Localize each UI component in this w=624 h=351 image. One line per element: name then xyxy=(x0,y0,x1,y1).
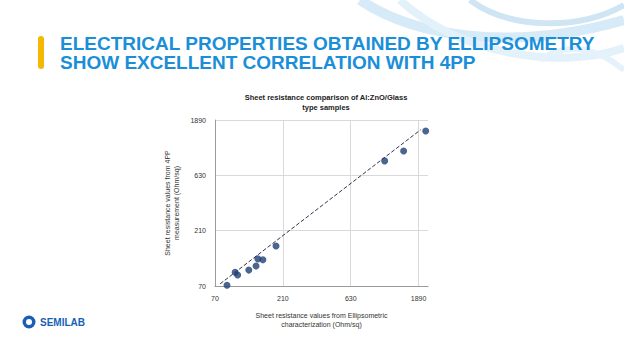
html-text:SHOW EXCELLENT CORRELATION WIT: SHOW EXCELLENT CORRELATION WITH 4PP xyxy=(60,52,476,73)
svg-text:Sheet resistance values from E: Sheet resistance values from Ellipsometr… xyxy=(256,312,388,320)
svg-text:1890: 1890 xyxy=(190,117,206,124)
svg-text:630: 630 xyxy=(194,172,206,179)
svg-text:70: 70 xyxy=(211,295,219,302)
svg-text:measurement (Ohm/sq): measurement (Ohm/sq) xyxy=(173,166,181,240)
svg-text:type samples: type samples xyxy=(302,103,350,112)
svg-text:Sheet resistance values from 4: Sheet resistance values from 4PP xyxy=(164,150,171,256)
svg-text:characterization (Ohm/sq): characterization (Ohm/sq) xyxy=(281,321,362,329)
svg-text:630: 630 xyxy=(345,295,357,302)
html-text:ELECTRICAL PROPERTIES OBTAINED: ELECTRICAL PROPERTIES OBTAINED BY ELLIPS… xyxy=(60,33,595,54)
svg-text:Sheet resistance comparison of: Sheet resistance comparison of Al:ZnO/Gl… xyxy=(245,93,408,102)
svg-text:210: 210 xyxy=(277,295,289,302)
html-text:SEMILAB: SEMILAB xyxy=(40,316,85,328)
svg-text:210: 210 xyxy=(194,227,206,234)
svg-text:1890: 1890 xyxy=(411,295,427,302)
svg-text:70: 70 xyxy=(198,283,206,290)
